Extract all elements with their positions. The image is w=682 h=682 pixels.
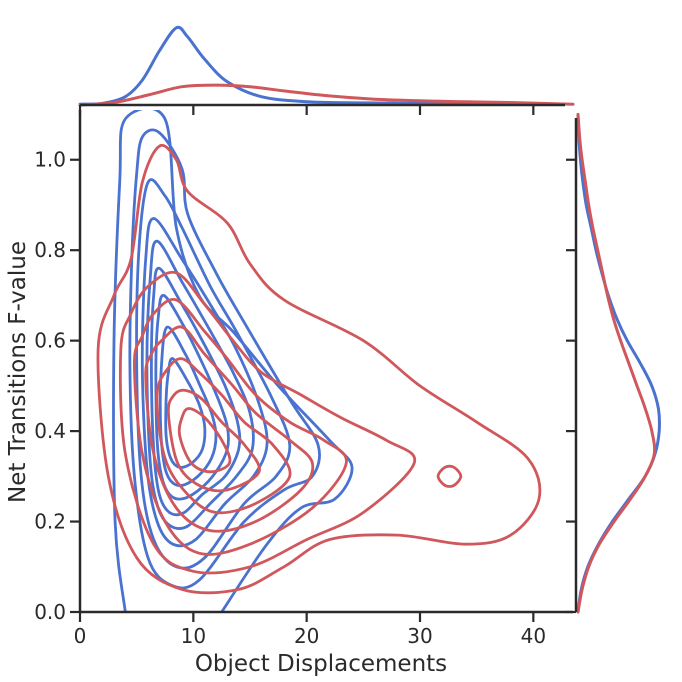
series-1-contour-6 [177, 407, 232, 474]
series-0-contour-5 [150, 266, 242, 517]
y-tick-label-2: 0.4 [34, 419, 66, 443]
y-tick-label-3: 0.6 [34, 329, 66, 353]
series-0-marginal-y [576, 113, 661, 614]
x-tick-label-3: 30 [407, 624, 432, 648]
series-1-marginal-x [78, 83, 575, 107]
y-tick-label-1: 0.2 [34, 510, 66, 534]
series-0-contour-1 [128, 128, 321, 590]
marginal-y-density [576, 113, 661, 614]
y-axis-label: Net Transitions F-value [5, 241, 31, 503]
series-0-marginal-x [78, 25, 513, 106]
series-1-contour-2 [133, 297, 348, 556]
series-1-contour-0 [96, 143, 542, 595]
x-tick-label-2: 20 [294, 624, 319, 648]
series-1-contour-3 [144, 325, 315, 533]
x-tick-label-1: 10 [181, 624, 206, 648]
kde-contours [96, 110, 542, 612]
y-tick-label-5: 1.0 [34, 148, 66, 172]
series-0-contour-0 [112, 110, 354, 612]
axes: 0 10 20 30 40 0.0 0.2 0.4 0.6 0.8 1.0 [34, 103, 578, 648]
series-1-contour-7 [436, 464, 463, 488]
x-axis-label: Object Displacements [195, 651, 447, 677]
series-1-contour-5 [166, 388, 261, 493]
series-0-contour-2 [135, 178, 292, 570]
series-1-contour-4 [155, 357, 292, 515]
series-0-contour-6 [154, 293, 230, 501]
marginal-x-density [78, 25, 575, 107]
x-tick-label-4: 40 [521, 624, 546, 648]
y-tick-label-4: 0.8 [34, 238, 66, 262]
x-tick-label-0: 0 [74, 624, 87, 648]
series-0-contour-7 [158, 325, 218, 487]
series-0-contour-8 [164, 357, 207, 469]
series-1-contour-1 [118, 270, 417, 575]
series-1-marginal-y [576, 113, 657, 614]
y-tick-label-0: 0.0 [34, 600, 66, 624]
